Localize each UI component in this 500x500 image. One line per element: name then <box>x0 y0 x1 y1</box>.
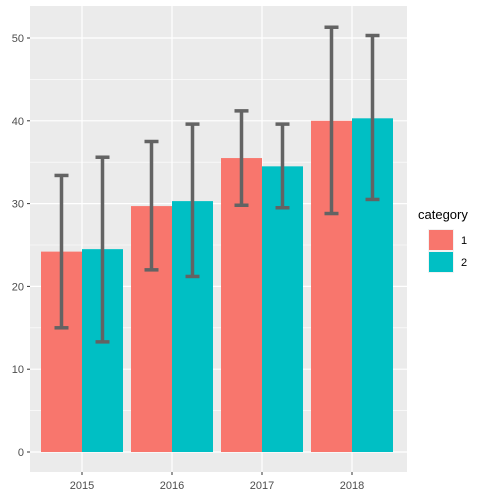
y-tick-label: 30 <box>12 199 24 211</box>
error-bars <box>54 25 380 344</box>
x-tick-label: 2018 <box>340 480 364 492</box>
bar-2017-series-1 <box>221 158 262 452</box>
x-axis: 2015 2016 2017 2018 <box>70 472 364 492</box>
error-bar-2016-series-2 <box>185 122 200 279</box>
x-tick-label: 2015 <box>70 480 94 492</box>
legend-key-1 <box>429 230 453 250</box>
y-tick-label: 0 <box>18 447 24 459</box>
bar-2017-series-2 <box>262 166 303 452</box>
error-bar-2017-series-2 <box>275 122 290 210</box>
error-bar-2017-series-1 <box>234 109 249 208</box>
error-bar-2015-series-1 <box>54 173 69 330</box>
error-bar-2016-series-1 <box>144 139 159 272</box>
error-bar-2018-series-2 <box>365 33 380 202</box>
error-bar-2018-series-1 <box>324 25 339 216</box>
y-axis: 0 10 20 30 40 50 <box>12 33 30 459</box>
legend-key-2 <box>429 252 453 272</box>
legend-title: category <box>418 207 468 222</box>
error-bar-2015-series-2 <box>95 155 110 344</box>
x-tick-label: 2017 <box>250 480 274 492</box>
y-tick-label: 10 <box>12 364 24 376</box>
y-tick-label: 40 <box>12 116 24 128</box>
y-tick-label: 20 <box>12 281 24 293</box>
legend-label-2: 2 <box>461 257 467 269</box>
x-tick-label: 2016 <box>160 480 184 492</box>
y-tick-label: 50 <box>12 33 24 45</box>
legend: category 1 2 <box>418 207 468 273</box>
bars <box>41 118 393 453</box>
legend-label-1: 1 <box>461 235 467 247</box>
